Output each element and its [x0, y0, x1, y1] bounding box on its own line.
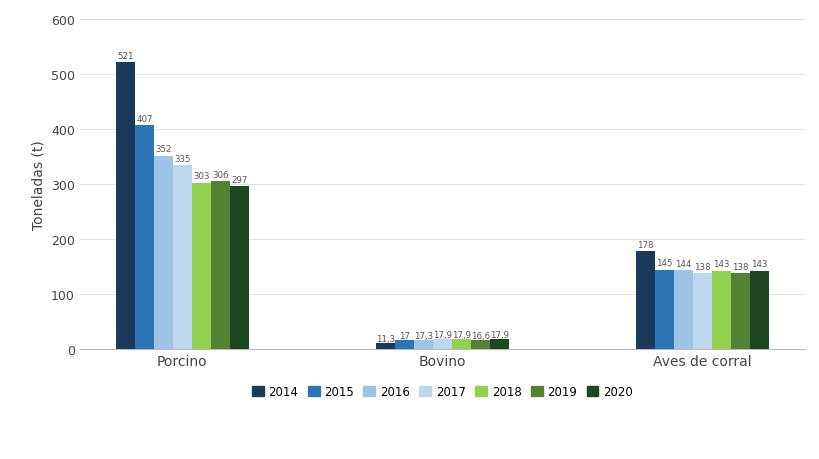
Bar: [730, 274, 749, 350]
Bar: [395, 340, 414, 350]
Text: 297: 297: [231, 175, 247, 184]
Text: 17,9: 17,9: [489, 330, 509, 340]
Bar: [749, 271, 768, 350]
Bar: [432, 340, 451, 350]
Text: 521: 521: [117, 52, 133, 61]
Text: 335: 335: [174, 154, 190, 163]
Text: 352: 352: [155, 145, 171, 154]
Bar: [673, 270, 692, 350]
Text: 306: 306: [212, 170, 229, 179]
Legend: 2014, 2015, 2016, 2017, 2018, 2019, 2020: 2014, 2015, 2016, 2017, 2018, 2019, 2020: [247, 381, 637, 403]
Y-axis label: Toneladas (t): Toneladas (t): [31, 140, 45, 230]
Bar: [451, 340, 470, 350]
Text: 17,9: 17,9: [451, 330, 470, 340]
Bar: [192, 183, 210, 350]
Bar: [134, 126, 154, 350]
Text: 143: 143: [713, 260, 729, 269]
Bar: [692, 274, 711, 350]
Bar: [470, 341, 489, 350]
Text: 143: 143: [750, 260, 767, 269]
Bar: [210, 181, 229, 350]
Text: 407: 407: [136, 115, 152, 124]
Text: 138: 138: [731, 263, 748, 272]
Text: 11,3: 11,3: [375, 334, 395, 343]
Bar: [654, 270, 673, 350]
Bar: [711, 271, 730, 350]
Text: 145: 145: [655, 259, 672, 268]
Text: 144: 144: [674, 259, 691, 268]
Bar: [489, 340, 509, 350]
Text: 17,3: 17,3: [414, 331, 432, 340]
Text: 17,9: 17,9: [432, 330, 451, 340]
Text: 303: 303: [192, 172, 210, 181]
Text: 17: 17: [398, 331, 410, 340]
Text: 16,6: 16,6: [470, 331, 490, 340]
Text: 178: 178: [636, 241, 653, 250]
Bar: [115, 63, 134, 350]
Bar: [636, 252, 654, 350]
Bar: [154, 156, 173, 350]
Bar: [229, 186, 248, 350]
Bar: [414, 340, 432, 350]
Bar: [173, 166, 192, 350]
Bar: [375, 343, 395, 350]
Text: 138: 138: [694, 263, 710, 272]
